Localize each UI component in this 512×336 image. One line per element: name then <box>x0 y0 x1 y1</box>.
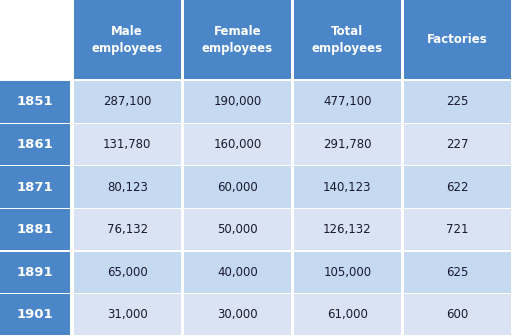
Bar <box>294 209 401 250</box>
Text: 50,000: 50,000 <box>217 223 258 236</box>
Bar <box>0 209 70 250</box>
Bar <box>74 81 181 123</box>
Text: 1891: 1891 <box>16 266 53 279</box>
Text: 291,780: 291,780 <box>323 138 372 151</box>
Bar <box>74 166 181 208</box>
Text: 31,000: 31,000 <box>107 308 147 321</box>
Bar <box>0 252 70 293</box>
Text: 287,100: 287,100 <box>103 95 152 109</box>
Text: 131,780: 131,780 <box>103 138 152 151</box>
Bar <box>294 294 401 335</box>
Text: 126,132: 126,132 <box>323 223 372 236</box>
Text: 625: 625 <box>446 266 468 279</box>
Text: 60,000: 60,000 <box>217 180 258 194</box>
Text: 622: 622 <box>446 180 468 194</box>
Bar <box>404 0 511 79</box>
Bar <box>184 0 291 79</box>
Bar <box>0 81 70 123</box>
Text: 140,123: 140,123 <box>323 180 372 194</box>
Text: Female
employees: Female employees <box>202 25 273 55</box>
Bar <box>404 81 511 123</box>
Bar <box>404 209 511 250</box>
Bar <box>294 252 401 293</box>
Text: 190,000: 190,000 <box>213 95 262 109</box>
Text: 65,000: 65,000 <box>107 266 147 279</box>
Bar <box>294 124 401 165</box>
Bar <box>0 124 70 165</box>
Bar <box>184 81 291 123</box>
Text: Male
employees: Male employees <box>92 25 163 55</box>
Bar <box>184 124 291 165</box>
Bar <box>74 0 181 79</box>
Text: 160,000: 160,000 <box>213 138 262 151</box>
Bar <box>294 81 401 123</box>
Text: 30,000: 30,000 <box>217 308 258 321</box>
Bar <box>184 252 291 293</box>
Bar <box>74 124 181 165</box>
Bar <box>74 252 181 293</box>
Bar <box>184 209 291 250</box>
Text: 600: 600 <box>446 308 468 321</box>
Text: 40,000: 40,000 <box>217 266 258 279</box>
Text: 1851: 1851 <box>16 95 53 109</box>
Text: 225: 225 <box>446 95 468 109</box>
Bar <box>0 294 70 335</box>
Bar <box>404 166 511 208</box>
Text: 61,000: 61,000 <box>327 308 368 321</box>
Bar <box>404 294 511 335</box>
Text: 105,000: 105,000 <box>324 266 371 279</box>
Bar <box>74 294 181 335</box>
Text: 227: 227 <box>446 138 468 151</box>
Bar <box>294 0 401 79</box>
Text: Factories: Factories <box>427 33 488 46</box>
Text: 1861: 1861 <box>16 138 53 151</box>
Text: 1901: 1901 <box>16 308 53 321</box>
Text: Total
employees: Total employees <box>312 25 383 55</box>
Text: 477,100: 477,100 <box>323 95 372 109</box>
Bar <box>184 294 291 335</box>
Text: 76,132: 76,132 <box>106 223 148 236</box>
Text: 1881: 1881 <box>16 223 53 236</box>
Bar <box>74 209 181 250</box>
Text: 1871: 1871 <box>16 180 53 194</box>
Bar <box>0 0 70 79</box>
Text: 80,123: 80,123 <box>107 180 147 194</box>
Bar <box>0 166 70 208</box>
Bar <box>404 252 511 293</box>
Bar <box>184 166 291 208</box>
Bar <box>404 124 511 165</box>
Bar <box>294 166 401 208</box>
Text: 721: 721 <box>446 223 468 236</box>
